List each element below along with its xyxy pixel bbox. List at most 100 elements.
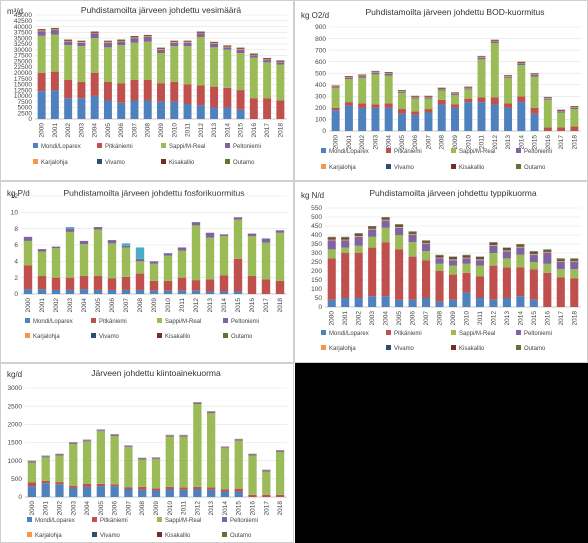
- bar-segment: [384, 72, 393, 73]
- bar-segment: [354, 235, 363, 237]
- bar-segment: [233, 291, 243, 294]
- bar-segment: [233, 258, 243, 292]
- bar-segment: [490, 41, 499, 44]
- bar-segment: [422, 243, 431, 244]
- bar-segment: [502, 248, 511, 250]
- bar-segment: [55, 454, 64, 456]
- bar-segment: [143, 35, 152, 37]
- bar-segment: [207, 487, 216, 490]
- bar-segment: [327, 249, 336, 259]
- x-tick-label: 2016: [250, 501, 257, 516]
- bar-segment: [41, 483, 50, 497]
- bar-segment: [435, 271, 444, 302]
- bar-segment: [223, 45, 232, 47]
- bar-segment: [64, 41, 73, 46]
- bar-segment: [424, 109, 433, 113]
- x-tick-label: 2014: [518, 135, 525, 150]
- bar-segment: [50, 90, 59, 119]
- bar-segment: [570, 107, 579, 108]
- bar-segment: [262, 494, 271, 497]
- bar-segment: [384, 75, 393, 104]
- bar-segment: [477, 102, 486, 131]
- bar-segment: [276, 62, 285, 65]
- bar-segment: [205, 237, 215, 280]
- y-tick-label: 5000: [18, 105, 33, 112]
- bar-segment: [50, 30, 59, 35]
- empty-black-area: [295, 363, 588, 543]
- bar-segment: [331, 107, 340, 111]
- bar-segment: [157, 101, 165, 119]
- bar-segment: [341, 238, 350, 240]
- x-tick-label: 2008: [437, 311, 444, 326]
- bar-segment: [157, 83, 165, 102]
- x-tick-label: 2018: [277, 501, 284, 516]
- bar-segment: [179, 487, 188, 490]
- bar-segment: [121, 243, 131, 246]
- bar-segment: [543, 127, 552, 131]
- bar-segment: [249, 57, 258, 99]
- bar-segment: [50, 28, 59, 30]
- bar-segment: [381, 227, 390, 243]
- x-tick-label: 2004: [81, 298, 88, 313]
- bar-segment: [475, 256, 484, 258]
- legend-label: Mondi/Loparex: [329, 331, 369, 337]
- x-tick-label: 2013: [211, 123, 218, 138]
- bar-segment: [435, 256, 444, 258]
- bar-segment: [529, 269, 538, 300]
- y-tick-label: 0: [14, 291, 18, 298]
- legend-swatch: [222, 532, 227, 537]
- chart-title: Puhdistamoilta järveen johdettu fosforik…: [64, 188, 245, 198]
- bar-segment: [64, 39, 73, 41]
- bar-segment: [103, 42, 112, 43]
- x-tick-label: 2007: [125, 501, 132, 516]
- bar-segment: [397, 109, 406, 114]
- bar-segment: [183, 42, 192, 43]
- chart-panel-nitrogen-load: Puhdistamoilta järveen johdettu typpikuo…: [294, 181, 588, 363]
- bar-segment: [368, 247, 377, 297]
- bar-segment: [543, 98, 552, 100]
- bar-segment: [223, 49, 232, 88]
- bar-segment: [130, 100, 139, 119]
- bar-segment: [489, 242, 498, 244]
- y-tick-label: 800: [315, 36, 326, 43]
- x-tick-label: 2001: [346, 135, 353, 150]
- bar-segment: [135, 261, 145, 274]
- bar-segment: [464, 88, 473, 90]
- legend-label: Outamo: [231, 334, 253, 340]
- bar-segment: [437, 88, 446, 90]
- bar-segment: [170, 82, 179, 102]
- x-tick-label: 2005: [396, 311, 403, 326]
- bar-segment: [341, 236, 350, 238]
- legend-label: Sappi/M-Real: [165, 319, 201, 325]
- bar-segment: [451, 93, 459, 95]
- bar-segment: [504, 107, 513, 131]
- bar-segment: [557, 111, 566, 113]
- bar-segment: [261, 238, 271, 243]
- bar-segment: [371, 74, 380, 105]
- chart-title: Puhdistamoilta järveen johdettu vesimäär…: [81, 5, 241, 15]
- bar-segment: [157, 53, 165, 84]
- bar-segment: [381, 242, 390, 297]
- bar-segment: [130, 79, 139, 101]
- bar-segment: [517, 62, 526, 63]
- bar-segment: [261, 279, 271, 294]
- bar-segment: [93, 227, 103, 230]
- bar-segment: [517, 102, 526, 131]
- bar-segment: [424, 96, 433, 98]
- bar-segment: [163, 290, 173, 294]
- legend-swatch: [321, 164, 326, 169]
- x-tick-label: 2013: [504, 311, 511, 326]
- bar-segment: [170, 41, 179, 42]
- bar-segment: [358, 74, 367, 76]
- legend-swatch: [33, 143, 38, 148]
- bar-segment: [327, 238, 336, 240]
- bar-segment: [477, 97, 486, 103]
- bar-segment: [79, 289, 89, 294]
- bar-segment: [489, 244, 498, 246]
- bar-segment: [210, 42, 219, 43]
- y-tick-label: 30000: [14, 47, 32, 54]
- bar-segment: [124, 489, 133, 497]
- y-tick-label: 150: [311, 277, 322, 284]
- bar-segment: [408, 256, 417, 300]
- bar-segment: [143, 41, 152, 80]
